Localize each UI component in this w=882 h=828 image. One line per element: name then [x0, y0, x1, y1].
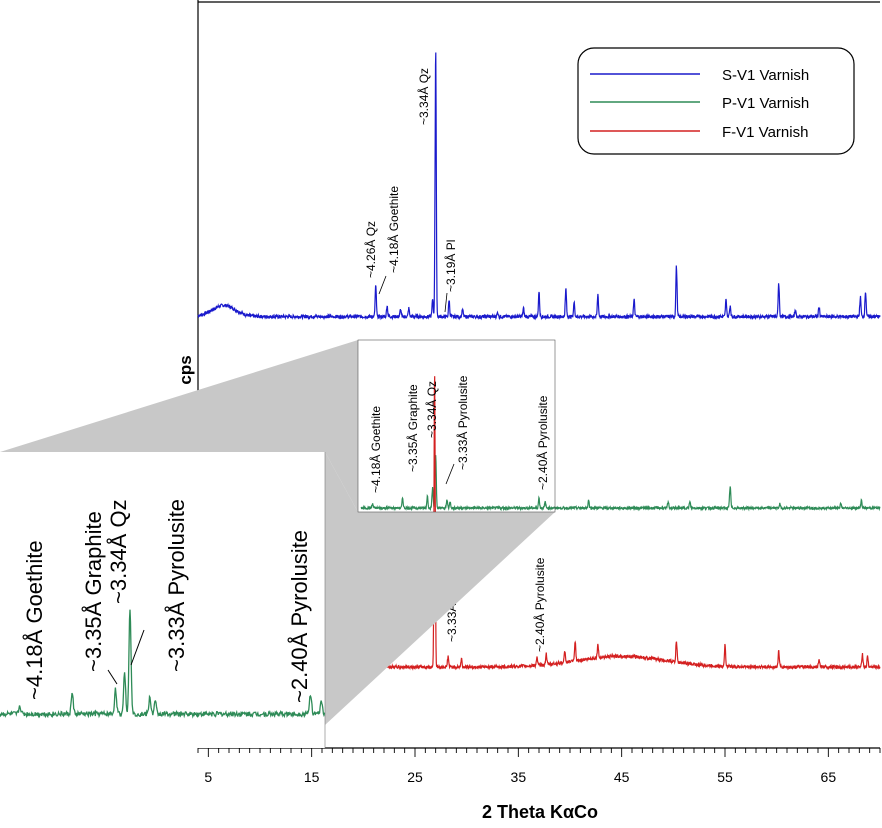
- peak-label: ~3.33Å Pyrolusite: [455, 375, 470, 470]
- peak-label: ~2.40Å Pyrolusite: [532, 557, 547, 652]
- x-tick-label: 55: [717, 769, 733, 785]
- inset-panel: ~4.18Å Goethite ~3.35Å Graphite ~3.34Å Q…: [0, 452, 326, 748]
- x-tick-labels: 5 15 25 35 45 55 65: [204, 769, 836, 785]
- peak-label: ~3.19Å Pl: [443, 240, 458, 292]
- peak-label: ~3.34Å Qz: [416, 68, 431, 125]
- legend-label-s-v1: S-V1 Varnish: [722, 67, 809, 84]
- legend: S-V1 Varnish P-V1 Varnish F-V1 Varnish: [577, 47, 855, 155]
- x-tick-label: 45: [614, 769, 630, 785]
- x-tick-label: 35: [511, 769, 527, 785]
- x-tick-marks: [197, 748, 881, 757]
- zoom-projection-bottom: [325, 452, 555, 725]
- peak-label: ~3.35Å Graphite: [405, 384, 420, 472]
- x-tick-label: 25: [407, 769, 423, 785]
- leader-line: [445, 463, 455, 485]
- x-tick-label: 5: [204, 769, 212, 785]
- leader-line: [444, 292, 448, 313]
- y-axis-label: cps: [176, 355, 195, 384]
- legend-label-p-v1: P-V1 Varnish: [722, 95, 809, 112]
- inset-peak-label: ~3.35Å Graphite: [81, 511, 106, 672]
- series-line-f-v1: [357, 376, 881, 671]
- inset-background: [0, 452, 325, 748]
- peak-label: ~4.18Å Goethite: [368, 406, 383, 493]
- x-axis-label: 2 Theta KαCo: [482, 802, 598, 822]
- inset-peak-label: ~2.40Å Pyrolusite: [287, 530, 312, 703]
- p-v1-annotations: ~4.18Å Goethite ~3.35Å Graphite ~3.34Å Q…: [368, 375, 550, 493]
- leader-line: [378, 275, 387, 295]
- legend-box: [577, 47, 855, 155]
- series-line-s-v1: [197, 52, 881, 321]
- inset-series-line: [0, 609, 326, 719]
- series-line-p-v1: [360, 455, 881, 512]
- x-tick-label: 65: [821, 769, 837, 785]
- peak-label: ~4.18Å Goethite: [386, 186, 401, 273]
- zoom-source-box: [357, 339, 556, 513]
- inset-peak-label: ~3.33Å Pyrolusite: [164, 499, 189, 672]
- x-tick-label: 15: [304, 769, 320, 785]
- peak-label: ~2.40Å Pyrolusite: [535, 395, 550, 490]
- inset-peak-label: ~3.34Å Qz: [106, 499, 131, 604]
- s-v1-annotations: ~4.26Å Qz ~4.18Å Goethite ~3.34Å Qz ~3.1…: [363, 68, 458, 313]
- inset-peak-label: ~4.18Å Goethite: [22, 540, 47, 700]
- peak-label: ~4.26Å Qz: [363, 221, 378, 278]
- inset-leader-line: [130, 629, 145, 666]
- legend-label-f-v1: F-V1 Varnish: [722, 124, 808, 141]
- peak-label: ~3.34Å Qz: [424, 381, 439, 438]
- inset-leader-line: [107, 669, 118, 685]
- zoom-projection-top: [0, 340, 358, 512]
